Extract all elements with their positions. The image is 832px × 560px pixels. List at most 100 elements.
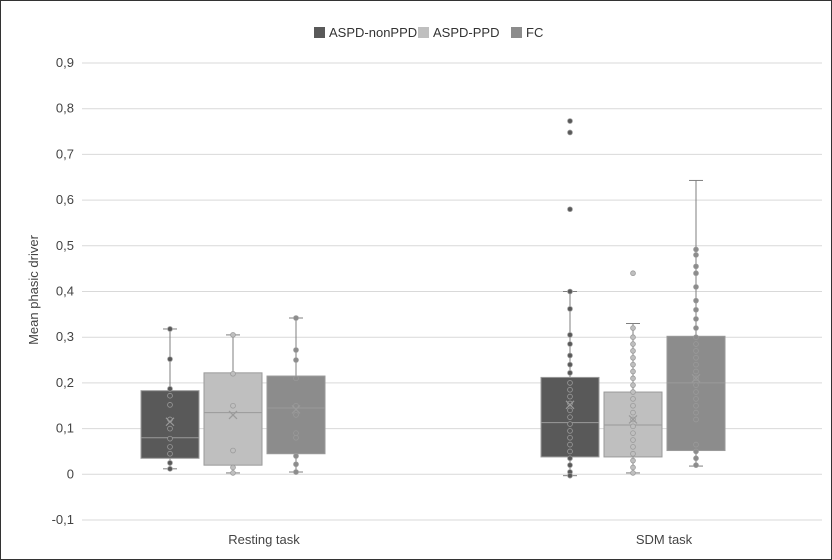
box-aspd-nonppd-1 xyxy=(140,326,200,472)
data-point xyxy=(630,396,636,402)
y-axis-label: Mean phasic driver xyxy=(26,234,41,344)
data-point xyxy=(693,402,699,409)
legend-swatch xyxy=(511,27,522,38)
data-point xyxy=(567,332,573,338)
data-point xyxy=(167,392,173,399)
data-point xyxy=(693,441,699,448)
data-point xyxy=(167,466,173,472)
data-point xyxy=(693,246,699,253)
data-point xyxy=(567,434,573,441)
grid-lines xyxy=(82,62,822,521)
mean-marker xyxy=(291,404,301,414)
data-point xyxy=(630,382,636,388)
data-point xyxy=(230,332,236,338)
y-tick-label: 0,6 xyxy=(56,192,74,207)
data-point xyxy=(693,382,699,388)
data-point xyxy=(567,428,573,434)
data-point xyxy=(693,368,699,375)
data-point xyxy=(693,284,699,290)
data-point xyxy=(167,402,173,408)
data-point xyxy=(567,380,573,386)
data-point xyxy=(630,409,636,416)
data-point xyxy=(693,306,699,313)
data-point xyxy=(293,453,299,459)
data-point xyxy=(567,361,573,368)
data-point xyxy=(167,425,173,432)
data-point xyxy=(630,348,636,354)
y-tick-label: 0,5 xyxy=(56,238,74,253)
y-tick-label: 0,1 xyxy=(56,421,74,436)
data-point xyxy=(630,361,636,368)
data-point xyxy=(167,444,173,450)
data-point xyxy=(567,421,573,427)
data-point xyxy=(693,455,699,462)
x-category-label: Resting task xyxy=(228,532,300,547)
data-point xyxy=(293,375,299,382)
data-point xyxy=(630,437,636,443)
data-point xyxy=(293,402,299,409)
data-point xyxy=(230,464,236,471)
data-point xyxy=(167,460,173,466)
data-point xyxy=(567,414,573,420)
data-point xyxy=(167,450,173,457)
data-point xyxy=(630,334,636,341)
data-point xyxy=(693,270,699,277)
box-aspd-ppd-2 xyxy=(603,270,663,476)
data-point xyxy=(693,348,699,354)
legend: ASPD-nonPPD ASPD-PPD FC xyxy=(314,25,543,40)
x-category-label: SDM task xyxy=(636,532,693,547)
y-tick-label: -0,1 xyxy=(52,512,74,527)
legend-label: FC xyxy=(526,25,543,40)
data-point xyxy=(167,386,173,392)
data-point xyxy=(630,402,636,409)
y-tick-label: 0,8 xyxy=(56,101,74,116)
data-point xyxy=(567,441,573,448)
legend-label: ASPD-nonPPD xyxy=(329,25,417,40)
data-point xyxy=(567,393,573,400)
data-point xyxy=(630,450,636,457)
box-aspd-nonppd-2 xyxy=(540,118,600,479)
data-point xyxy=(693,325,699,331)
y-axis-ticks: -0,1 0 0,1 0,2 0,3 0,4 0,5 0,6 0,7 0,8 0,9 xyxy=(52,55,74,527)
data-point xyxy=(693,354,699,361)
data-point xyxy=(167,326,173,332)
x-axis-categories: Resting task SDM task xyxy=(228,532,692,547)
y-tick-label: 0,2 xyxy=(56,375,74,390)
y-tick-label: 0 xyxy=(67,466,74,481)
data-point xyxy=(167,435,173,442)
mean-marker xyxy=(165,417,175,427)
mean-marker xyxy=(628,415,638,424)
data-point xyxy=(230,470,236,476)
data-point xyxy=(230,402,236,409)
data-point xyxy=(567,341,573,347)
data-point xyxy=(693,252,699,258)
legend-swatch xyxy=(418,27,429,38)
data-point xyxy=(567,129,573,136)
data-point xyxy=(230,370,236,377)
data-point xyxy=(567,306,573,312)
mean-marker xyxy=(691,373,701,383)
data-point xyxy=(630,464,636,471)
y-tick-label: 0,7 xyxy=(56,146,74,161)
y-tick-label: 0,9 xyxy=(56,55,74,70)
data-point xyxy=(567,352,573,359)
data-point xyxy=(693,389,699,395)
data-point xyxy=(693,334,699,341)
data-point xyxy=(693,448,699,455)
box-fc-1 xyxy=(266,315,326,475)
data-point xyxy=(630,270,636,277)
data-point xyxy=(293,434,299,441)
data-point xyxy=(693,361,699,368)
data-point xyxy=(567,407,573,414)
data-point xyxy=(630,470,636,476)
data-point xyxy=(630,423,636,430)
data-point xyxy=(630,325,636,331)
data-point xyxy=(567,288,573,295)
data-point xyxy=(567,206,573,213)
data-point xyxy=(567,400,573,407)
legend-swatch xyxy=(314,27,325,38)
y-tick-label: 0,4 xyxy=(56,284,74,299)
legend-label: ASPD-PPD xyxy=(433,25,499,40)
data-point xyxy=(567,118,573,124)
